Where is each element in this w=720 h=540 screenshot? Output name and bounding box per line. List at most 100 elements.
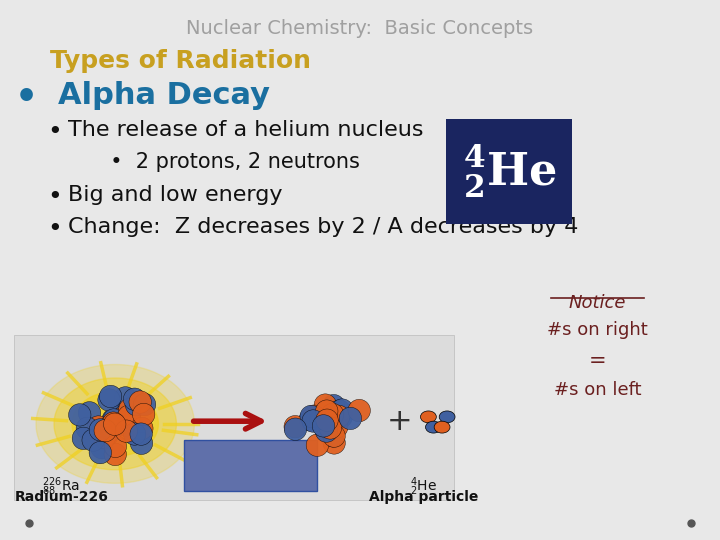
- Text: Big and low energy: Big and low energy: [68, 185, 283, 205]
- Point: [99, 427, 111, 435]
- Point: [78, 434, 89, 443]
- Point: [84, 408, 95, 417]
- Point: [115, 410, 127, 418]
- Point: [345, 414, 356, 423]
- Point: [321, 416, 333, 425]
- FancyBboxPatch shape: [14, 335, 454, 500]
- Point: [102, 431, 113, 440]
- Point: [120, 427, 132, 435]
- Text: •: •: [47, 185, 61, 208]
- Text: +: +: [387, 407, 413, 436]
- Point: [122, 422, 134, 430]
- Point: [123, 412, 135, 421]
- Text: The release of a helium nucleus: The release of a helium nucleus: [68, 120, 424, 140]
- Point: [105, 392, 117, 401]
- Point: [320, 401, 331, 409]
- Point: [81, 424, 93, 433]
- Point: [108, 419, 120, 428]
- Text: #s on left: #s on left: [554, 381, 642, 399]
- Point: [308, 413, 320, 421]
- Circle shape: [426, 421, 441, 433]
- Point: [124, 412, 135, 421]
- Point: [333, 412, 344, 421]
- Point: [135, 398, 146, 407]
- Point: [328, 413, 339, 422]
- Point: [328, 431, 339, 440]
- Point: [139, 400, 150, 409]
- Point: [308, 412, 320, 421]
- Point: [106, 426, 117, 434]
- Circle shape: [434, 421, 450, 433]
- Point: [331, 423, 343, 431]
- Text: Types of Radiation: Types of Radiation: [50, 49, 311, 72]
- Point: [321, 416, 333, 424]
- Text: •: •: [47, 217, 61, 241]
- Point: [328, 438, 340, 447]
- Point: [120, 394, 131, 402]
- Text: Nuclear Chemistry:  Basic Concepts: Nuclear Chemistry: Basic Concepts: [186, 19, 534, 38]
- Point: [333, 407, 345, 415]
- Point: [116, 418, 127, 427]
- Point: [321, 417, 333, 426]
- Text: $^{226}_{88}$Ra: $^{226}_{88}$Ra: [42, 475, 80, 498]
- Text: Notice: Notice: [569, 294, 626, 312]
- Polygon shape: [54, 378, 176, 470]
- Point: [108, 416, 120, 424]
- Text: $\mathregular{^4_2He}$: $\mathregular{^4_2He}$: [463, 143, 556, 200]
- Point: [325, 423, 336, 432]
- Point: [315, 416, 326, 424]
- Point: [328, 401, 339, 410]
- Circle shape: [420, 411, 436, 423]
- Text: Alpha particle: Alpha particle: [369, 490, 478, 504]
- Text: #s on right: #s on right: [547, 321, 648, 339]
- Text: Alpha Decay: Alpha Decay: [58, 81, 269, 110]
- Point: [136, 424, 148, 433]
- Point: [131, 401, 143, 409]
- Point: [114, 415, 126, 423]
- Point: [87, 436, 99, 444]
- Point: [312, 441, 323, 449]
- Point: [124, 405, 135, 414]
- Point: [328, 432, 340, 441]
- Point: [93, 423, 104, 431]
- Point: [107, 420, 119, 428]
- Point: [103, 396, 114, 404]
- Point: [94, 426, 106, 434]
- Text: Radium-226: Radium-226: [14, 490, 108, 504]
- Point: [74, 410, 86, 419]
- Point: [129, 430, 140, 438]
- Point: [305, 412, 317, 421]
- Polygon shape: [72, 392, 158, 456]
- Point: [336, 413, 347, 421]
- Point: [96, 443, 107, 452]
- Point: [327, 410, 338, 419]
- Point: [109, 442, 121, 451]
- Text: $^4_2$He: $^4_2$He: [410, 475, 437, 498]
- Point: [321, 407, 333, 415]
- Point: [107, 415, 119, 424]
- Point: [129, 395, 140, 403]
- Point: [305, 415, 316, 424]
- Point: [138, 410, 150, 419]
- Text: •  2 protons, 2 neutrons: • 2 protons, 2 neutrons: [97, 152, 360, 172]
- Point: [323, 418, 335, 427]
- Point: [109, 450, 121, 459]
- Point: [307, 417, 319, 426]
- Point: [289, 422, 301, 431]
- Point: [336, 406, 348, 414]
- Point: [99, 433, 110, 442]
- FancyBboxPatch shape: [184, 440, 317, 491]
- Point: [94, 448, 106, 457]
- Text: •: •: [47, 120, 61, 144]
- Polygon shape: [36, 364, 194, 483]
- FancyBboxPatch shape: [446, 119, 572, 224]
- Point: [318, 422, 329, 430]
- Point: [320, 427, 332, 435]
- Point: [354, 406, 365, 415]
- Text: =: =: [589, 351, 606, 371]
- Point: [109, 420, 120, 429]
- Point: [135, 439, 147, 448]
- Text: Change:  Z decreases by 2 / A decreases by 4: Change: Z decreases by 2 / A decreases b…: [68, 217, 579, 237]
- Point: [289, 425, 301, 434]
- Circle shape: [439, 411, 455, 423]
